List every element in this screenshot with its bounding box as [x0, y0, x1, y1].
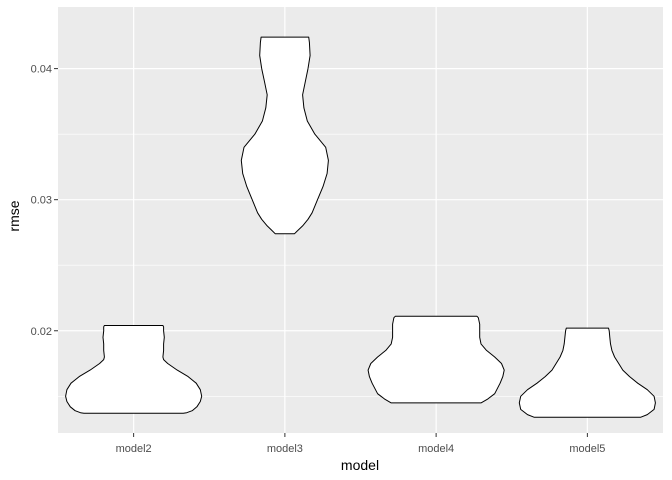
violin-model2 [65, 325, 203, 414]
violin-model5 [518, 327, 656, 418]
x-tick-label-model5: model5 [569, 443, 605, 455]
violins [65, 36, 656, 418]
violin-model4 [367, 315, 505, 404]
x-tick-label-model4: model4 [418, 443, 454, 455]
x-axis-title: model [341, 457, 379, 473]
y-tick-label: 0.02 [31, 326, 52, 338]
x-tick-label-model3: model3 [267, 443, 303, 455]
y-axis-ticks: 0.02 0.03 0.04 [31, 64, 58, 338]
y-tick-label: 0.04 [31, 64, 52, 76]
x-tick-label-model2: model2 [116, 443, 152, 455]
violin-model3 [240, 36, 329, 235]
x-axis-ticks: model2 model3 model4 model5 [116, 433, 605, 455]
y-axis-title: rmse [6, 200, 22, 231]
y-tick-label: 0.03 [31, 195, 52, 207]
